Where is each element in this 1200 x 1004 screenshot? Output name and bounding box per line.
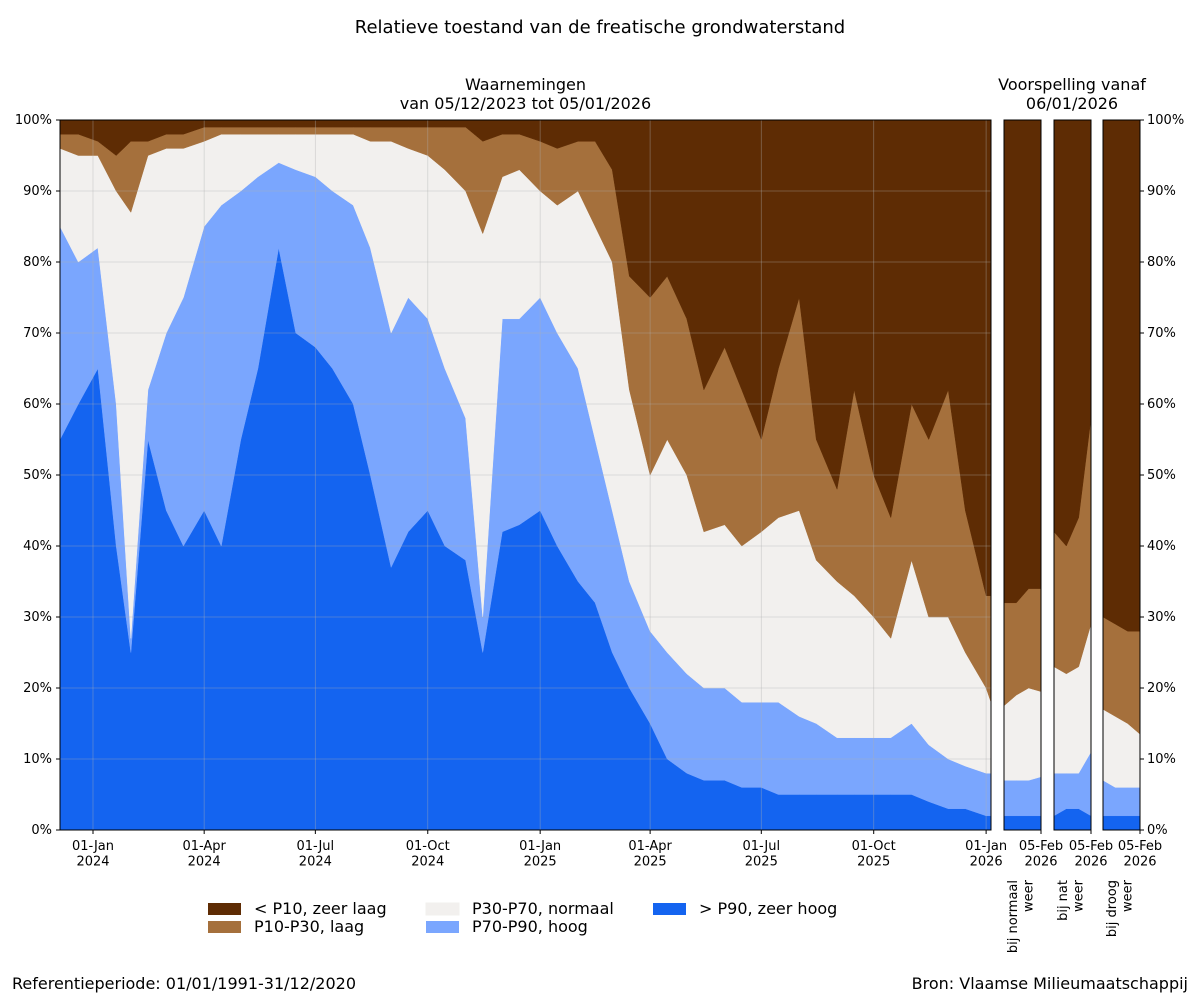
y-tick-label: 10%	[1147, 752, 1176, 767]
x-tick-label: 01-Jan 2026	[965, 839, 1007, 870]
x-tick-label: 01-Apr 2024	[182, 839, 226, 870]
area	[1003, 815, 1042, 831]
y-tick-label: 40%	[1147, 539, 1176, 554]
legend-swatch	[426, 921, 459, 933]
y-tick-label: 70%	[1147, 326, 1176, 341]
footer-right: Bron: Vlaamse Milieumaatschappij	[912, 974, 1188, 993]
y-tick-label: 50%	[1147, 468, 1176, 483]
area	[1003, 776, 1042, 817]
plot-frame	[1053, 119, 1092, 831]
y-tick-label: 70%	[23, 326, 52, 341]
area	[1003, 588, 1042, 707]
y-tick-label: 90%	[1147, 184, 1176, 199]
y-tick-label: 90%	[23, 184, 52, 199]
x-tick-label: 01-Oct 2025	[852, 839, 896, 870]
legend-swatch	[208, 921, 241, 933]
y-tick-label: 10%	[23, 752, 52, 767]
y-tick-label: 100%	[1147, 113, 1184, 128]
y-tick-label: 50%	[23, 468, 52, 483]
x-axis-label: bij droogweer	[1105, 879, 1136, 937]
x-axis-label: bij natweer	[1056, 879, 1087, 921]
x-tick-label: 01-Apr 2025	[628, 839, 672, 870]
legend-label: P10-P30, laag	[254, 917, 364, 936]
forecast-title: Voorspelling vanaf 06/01/2026	[998, 75, 1146, 113]
y-tick-label: 80%	[23, 255, 52, 270]
area	[1003, 119, 1042, 604]
legend-swatch	[425, 902, 460, 916]
x-tick-label: 01-Jul 2025	[742, 839, 780, 870]
legend-label: < P10, zeer laag	[254, 899, 387, 918]
legend-swatch	[653, 903, 686, 915]
area	[1102, 815, 1141, 831]
chart-title: Relatieve toestand van de freatische gro…	[355, 17, 845, 38]
x-tick-label: 05-Feb 2026	[1118, 839, 1162, 870]
y-tick-label: 30%	[23, 610, 52, 625]
panel-title: Waarnemingen van 05/12/2023 tot 05/01/202…	[400, 75, 651, 113]
legend-label: P30-P70, normaal	[472, 899, 614, 918]
y-tick-label: 0%	[31, 823, 52, 838]
x-tick-label: 01-Jan 2025	[519, 839, 561, 870]
x-tick-label: 01-Jul 2024	[297, 839, 335, 870]
x-tick-label: 01-Jan 2024	[72, 839, 114, 870]
y-tick-label: 30%	[1147, 610, 1176, 625]
y-tick-label: 40%	[23, 539, 52, 554]
footer-left: Referentieperiode: 01/01/1991-31/12/2020	[12, 974, 356, 993]
y-tick-label: 80%	[1147, 255, 1176, 270]
legend-label: > P90, zeer hoog	[699, 899, 837, 918]
x-tick-label: 05-Feb 2026	[1019, 839, 1063, 870]
area	[1003, 687, 1042, 781]
y-tick-label: 60%	[1147, 397, 1176, 412]
legend-label: P70-P90, hoog	[472, 917, 588, 936]
y-tick-label: 60%	[23, 397, 52, 412]
legend-swatch	[208, 903, 241, 915]
y-tick-label: 0%	[1147, 823, 1168, 838]
y-tick-label: 100%	[15, 113, 52, 128]
x-tick-label: 01-Oct 2024	[406, 839, 450, 870]
x-axis-label: bij normaalweer	[1006, 879, 1037, 953]
y-tick-label: 20%	[23, 681, 52, 696]
y-tick-label: 20%	[1147, 681, 1176, 696]
area	[1102, 119, 1141, 632]
x-tick-label: 05-Feb 2026	[1069, 839, 1113, 870]
plot-frame	[1003, 119, 1042, 831]
